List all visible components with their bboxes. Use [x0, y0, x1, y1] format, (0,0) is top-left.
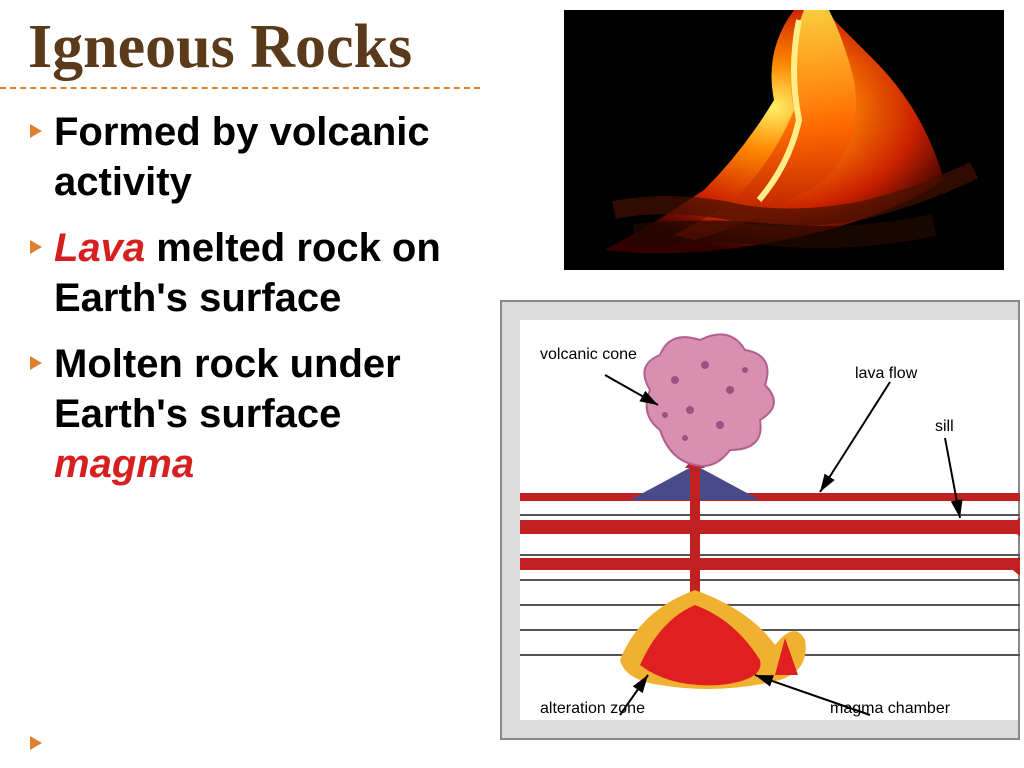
label-sill: sill: [935, 418, 954, 436]
bullet-text: Molten rock under Earth's surface magma: [54, 339, 480, 489]
keyword-lava: Lava: [54, 226, 145, 270]
empty-bullet: [28, 735, 44, 756]
bullet-icon: [28, 355, 44, 371]
bullet-item: Molten rock under Earth's surface magma: [28, 339, 480, 489]
bullet-item: Lava melted rock on Earth's surface: [28, 223, 480, 323]
bullet-list: Formed by volcanic activity Lava melted …: [0, 89, 480, 489]
label-magma-chamber: magma chamber: [830, 700, 950, 718]
lava-photo: [564, 10, 1004, 270]
bullet-text: Lava melted rock on Earth's surface: [54, 223, 480, 323]
label-lava-flow: lava flow: [855, 365, 917, 383]
bullet-icon: [28, 123, 44, 139]
bullet-item: Formed by volcanic activity: [28, 107, 480, 207]
diagram-inner: volcanic cone lava flow sill alteration …: [520, 320, 1018, 720]
bullet-icon: [28, 735, 44, 751]
label-alteration-zone: alteration zone: [540, 700, 645, 718]
page-title: Igneous Rocks: [0, 0, 480, 89]
bullet-text: Formed by volcanic activity: [54, 107, 480, 207]
keyword-magma: magma: [54, 442, 194, 486]
bullet-icon: [28, 239, 44, 255]
volcano-diagram: volcanic cone lava flow sill alteration …: [500, 300, 1020, 740]
label-volcanic-cone: volcanic cone: [540, 346, 637, 364]
